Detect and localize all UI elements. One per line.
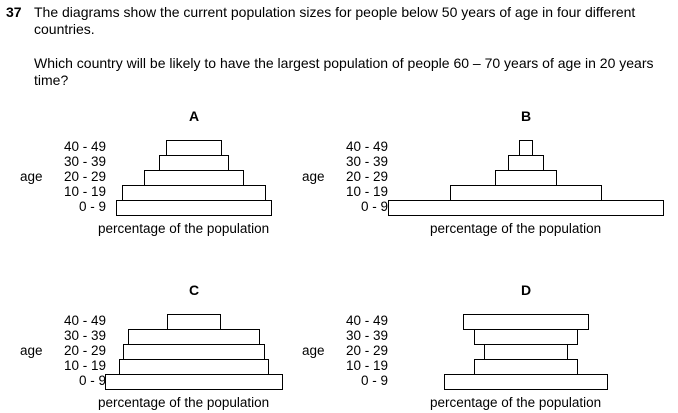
- pyramid-title: D: [520, 282, 532, 298]
- age-group-label: 0 - 9: [360, 373, 388, 388]
- age-group-label: 10 - 19: [345, 358, 388, 373]
- population-bar: [484, 344, 568, 360]
- population-bar: [474, 359, 578, 375]
- population-bar: [474, 329, 578, 345]
- population-bar: [105, 374, 283, 390]
- x-axis-caption: percentage of the population: [430, 395, 602, 410]
- age-group-label: 40 - 49: [345, 313, 388, 328]
- x-axis-caption: percentage of the population: [98, 221, 270, 236]
- age-group-label: 10 - 19: [63, 184, 106, 199]
- population-bar: [167, 314, 221, 330]
- question-intro: The diagrams show the current population…: [34, 4, 636, 37]
- population-bar: [123, 344, 265, 360]
- question-number: 37: [6, 4, 22, 20]
- population-bar: [122, 185, 266, 201]
- population-bar: [388, 200, 664, 216]
- age-axis-caption: age: [302, 169, 325, 184]
- pyramid-title: A: [188, 108, 200, 124]
- age-axis-caption: age: [20, 169, 43, 184]
- age-group-label: 20 - 29: [345, 169, 388, 184]
- age-group-label: 20 - 29: [63, 343, 106, 358]
- x-axis-caption: percentage of the population: [430, 221, 602, 236]
- age-group-label: 0 - 9: [78, 373, 106, 388]
- age-group-label: 30 - 39: [345, 328, 388, 343]
- population-bar: [166, 140, 222, 156]
- population-bar: [159, 155, 229, 171]
- age-group-label: 20 - 29: [345, 343, 388, 358]
- age-group-label: 20 - 29: [63, 169, 106, 184]
- population-bar: [128, 329, 260, 345]
- age-group-label: 0 - 9: [360, 199, 388, 214]
- population-bar: [495, 170, 557, 186]
- population-bar: [119, 359, 269, 375]
- population-bar: [519, 140, 533, 156]
- age-group-label: 0 - 9: [78, 199, 106, 214]
- pyramid-title: C: [188, 282, 200, 298]
- population-bar: [463, 314, 589, 330]
- age-group-label: 30 - 39: [345, 154, 388, 169]
- age-group-label: 40 - 49: [63, 139, 106, 154]
- age-group-label: 40 - 49: [63, 313, 106, 328]
- pyramid-title: B: [520, 108, 532, 124]
- age-axis-caption: age: [302, 343, 325, 358]
- population-bar: [508, 155, 544, 171]
- age-group-label: 10 - 19: [63, 358, 106, 373]
- population-bar: [450, 185, 602, 201]
- age-group-label: 30 - 39: [63, 328, 106, 343]
- age-group-label: 40 - 49: [345, 139, 388, 154]
- question-prompt: Which country will be likely to have the…: [34, 55, 654, 88]
- age-group-label: 30 - 39: [63, 154, 106, 169]
- age-axis-caption: age: [20, 343, 43, 358]
- population-bar: [444, 374, 608, 390]
- x-axis-caption: percentage of the population: [98, 395, 270, 410]
- population-bar: [116, 200, 272, 216]
- age-group-label: 10 - 19: [345, 184, 388, 199]
- population-bar: [144, 170, 244, 186]
